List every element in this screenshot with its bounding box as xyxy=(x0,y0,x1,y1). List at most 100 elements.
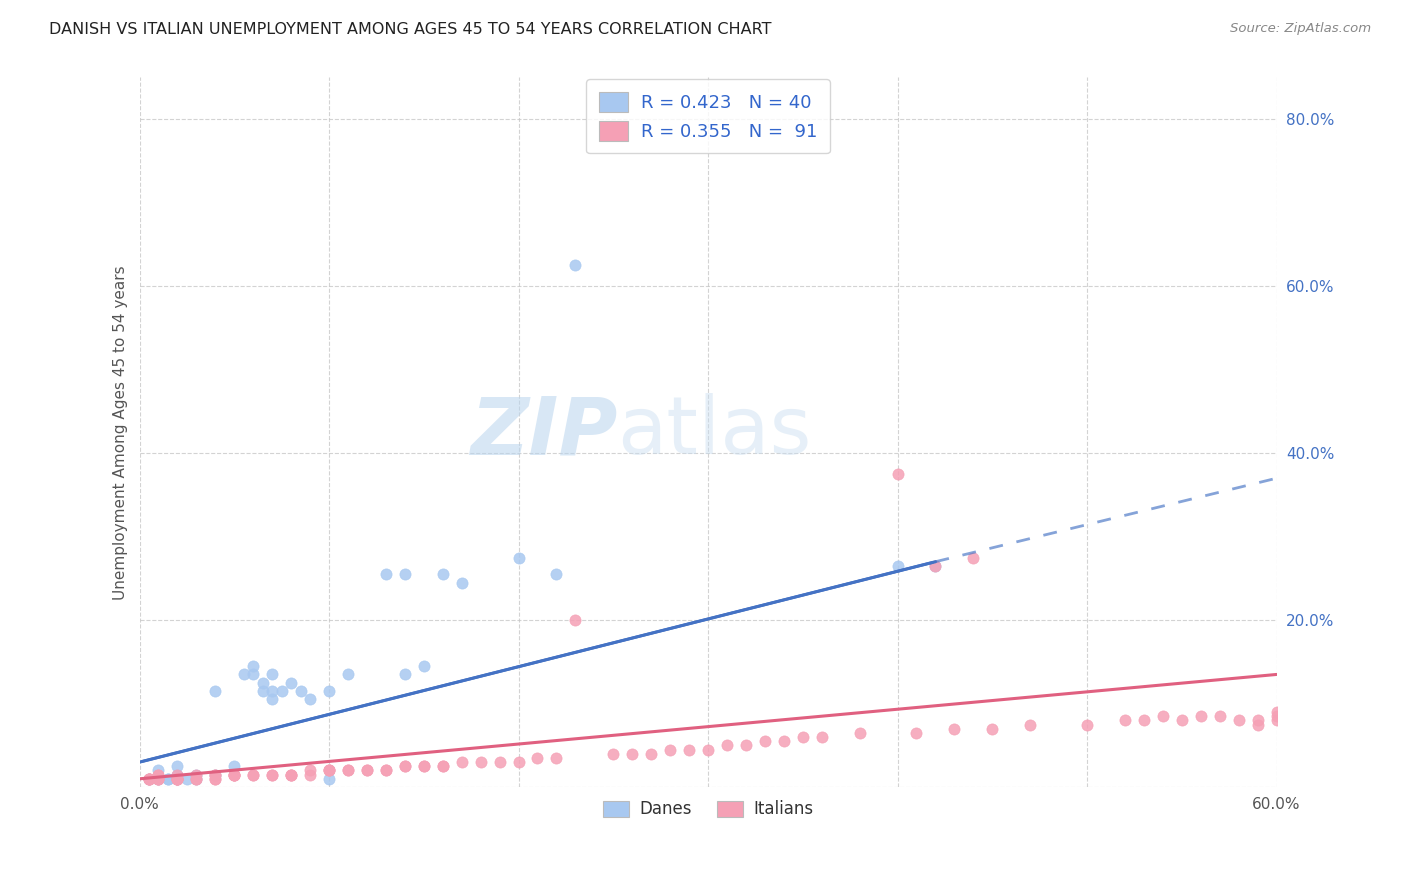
Point xyxy=(224,767,246,781)
Point xyxy=(166,772,188,786)
Point xyxy=(204,684,226,698)
Point xyxy=(336,764,359,778)
Point xyxy=(224,767,246,781)
Point xyxy=(232,667,254,681)
Point xyxy=(374,764,396,778)
Point xyxy=(318,764,340,778)
Point xyxy=(640,747,662,761)
Point xyxy=(546,751,568,765)
Point xyxy=(299,692,322,706)
Point xyxy=(526,751,548,765)
Point xyxy=(1019,717,1042,731)
Point xyxy=(224,759,246,773)
Point xyxy=(564,613,586,627)
Point xyxy=(166,772,188,786)
Point xyxy=(262,684,284,698)
Point xyxy=(886,558,908,573)
Point xyxy=(252,675,274,690)
Point xyxy=(1265,709,1288,723)
Point xyxy=(488,755,510,769)
Point xyxy=(262,767,284,781)
Point xyxy=(336,764,359,778)
Point xyxy=(166,767,188,781)
Point xyxy=(432,759,454,773)
Point xyxy=(148,772,170,786)
Point xyxy=(148,764,170,778)
Point xyxy=(186,772,208,786)
Point xyxy=(1114,714,1136,728)
Point xyxy=(148,767,170,781)
Point xyxy=(299,764,322,778)
Point xyxy=(318,772,340,786)
Point xyxy=(166,772,188,786)
Point xyxy=(924,558,946,573)
Point xyxy=(621,747,644,761)
Point xyxy=(242,667,264,681)
Point xyxy=(186,767,208,781)
Point xyxy=(848,726,870,740)
Point xyxy=(412,759,434,773)
Point xyxy=(470,755,492,769)
Point xyxy=(242,659,264,673)
Point xyxy=(1076,717,1098,731)
Point xyxy=(716,739,738,753)
Point xyxy=(432,567,454,582)
Point xyxy=(697,742,720,756)
Point xyxy=(432,759,454,773)
Point xyxy=(450,755,472,769)
Point xyxy=(204,772,226,786)
Point xyxy=(166,772,188,786)
Point xyxy=(186,767,208,781)
Point xyxy=(602,747,624,761)
Point xyxy=(905,726,928,740)
Point xyxy=(318,764,340,778)
Point xyxy=(138,772,160,786)
Point xyxy=(772,734,794,748)
Point xyxy=(374,567,396,582)
Point xyxy=(886,467,908,481)
Point xyxy=(792,730,814,744)
Point xyxy=(394,667,416,681)
Point xyxy=(1208,709,1230,723)
Point xyxy=(148,767,170,781)
Point xyxy=(186,772,208,786)
Point xyxy=(678,742,700,756)
Point xyxy=(356,764,378,778)
Point xyxy=(204,767,226,781)
Point xyxy=(290,684,312,698)
Point xyxy=(1171,714,1194,728)
Point xyxy=(176,772,198,786)
Point xyxy=(148,772,170,786)
Point xyxy=(138,772,160,786)
Point xyxy=(564,258,586,272)
Point xyxy=(166,772,188,786)
Point xyxy=(394,567,416,582)
Point xyxy=(156,772,179,786)
Point xyxy=(450,575,472,590)
Point xyxy=(356,764,378,778)
Point xyxy=(1246,717,1268,731)
Point xyxy=(262,767,284,781)
Point xyxy=(374,764,396,778)
Point xyxy=(754,734,776,748)
Point xyxy=(546,567,568,582)
Point xyxy=(270,684,292,698)
Point xyxy=(1189,709,1212,723)
Legend: Danes, Italians: Danes, Italians xyxy=(596,794,820,825)
Point xyxy=(262,667,284,681)
Point xyxy=(1227,714,1250,728)
Point xyxy=(735,739,758,753)
Text: atlas: atlas xyxy=(617,393,811,471)
Point xyxy=(138,772,160,786)
Point xyxy=(810,730,832,744)
Point xyxy=(224,767,246,781)
Point xyxy=(204,767,226,781)
Text: ZIP: ZIP xyxy=(470,393,617,471)
Point xyxy=(138,772,160,786)
Point xyxy=(280,767,302,781)
Point xyxy=(394,759,416,773)
Text: Source: ZipAtlas.com: Source: ZipAtlas.com xyxy=(1230,22,1371,36)
Point xyxy=(412,759,434,773)
Point xyxy=(962,550,984,565)
Point xyxy=(252,684,274,698)
